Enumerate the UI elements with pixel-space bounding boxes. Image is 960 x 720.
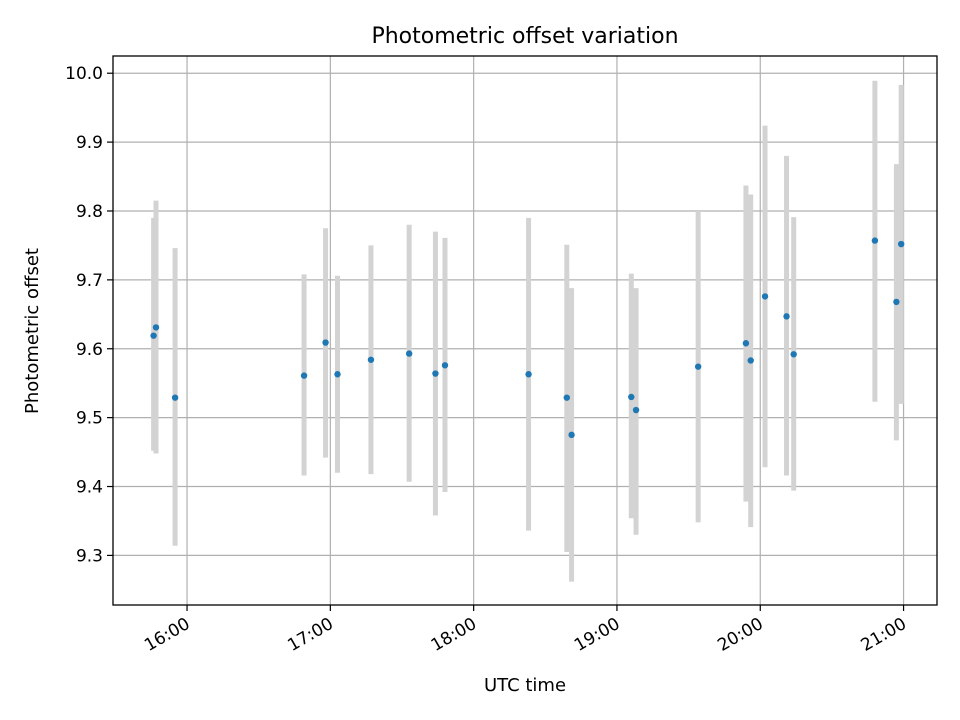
data-point [628,393,635,401]
y-axis-label: Photometric offset [22,248,43,414]
y-tick-label: 9.6 [76,340,103,360]
y-tick-label: 9.3 [76,546,103,566]
x-tick-label: 19:00 [571,614,623,656]
data-point [694,363,702,370]
data-point [871,237,879,244]
data-point [783,313,790,320]
data-point [334,371,341,378]
plot-frame [112,55,938,606]
x-tick-label: 21:00 [858,614,910,656]
data-point [300,372,308,379]
x-tick-label: 20:00 [714,614,766,656]
x-axis: 16:00 17:00 18:00 19:00 20:00 21:00 [141,605,910,656]
y-axis: 9.3 9.4 9.5 9.6 9.7 9.8 9.9 10.0 [65,64,113,566]
data-point [322,339,329,346]
data-point [897,240,905,248]
data-point [563,394,570,401]
y-tick-label: 9.7 [76,271,103,291]
data-point [171,394,179,401]
chart-title: Photometric offset variation [371,24,678,49]
data-point [432,370,439,377]
data-point [893,298,900,306]
x-axis-label: UTC time [484,675,566,696]
y-tick-label: 9.5 [76,409,103,429]
data-point [568,431,575,439]
errorbars [151,80,904,582]
data-point [152,324,160,331]
data-point [441,362,449,369]
data-point [761,293,769,300]
data-points [150,237,905,439]
y-tick-label: 9.4 [76,478,103,498]
x-tick-label: 16:00 [141,614,193,656]
data-point [742,340,750,347]
y-tick-label: 9.9 [76,133,103,153]
data-point [405,350,413,357]
data-point [747,357,754,364]
grid [113,56,937,605]
data-point [632,406,640,414]
x-tick-label: 17:00 [284,614,336,656]
data-point [525,371,532,378]
data-point [150,332,157,339]
data-point [790,351,797,358]
y-tick-label: 10.0 [65,64,103,84]
data-point [367,356,375,363]
y-tick-label: 9.8 [76,202,103,222]
x-tick-label: 18:00 [428,614,480,656]
